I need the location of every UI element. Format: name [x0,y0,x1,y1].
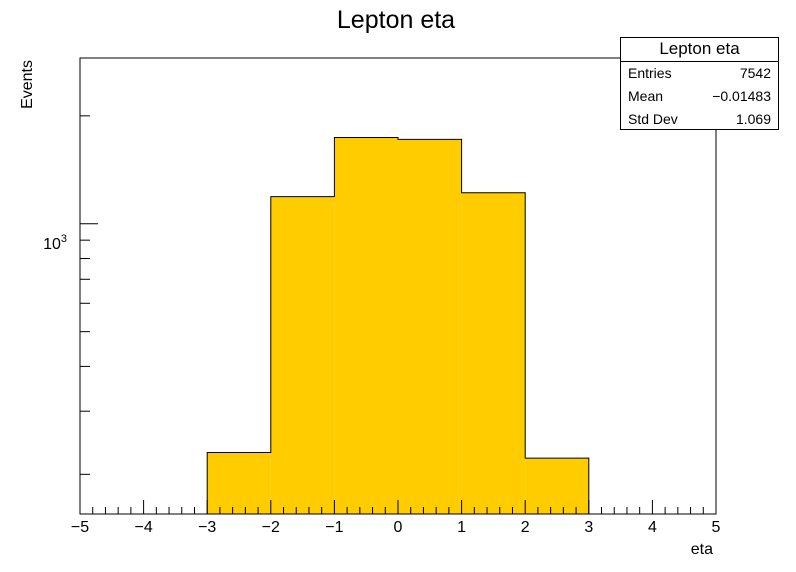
histogram-bars [206,137,590,514]
stats-label-entries: Entries [628,65,672,81]
x-axis-ticks [79,500,717,514]
stats-label-stddev: Std Dev [628,111,678,127]
x-tick-label: −3 [198,519,216,536]
histogram-bar [270,196,335,514]
x-axis-tick-labels: −5 −4 −3 −2 −1 0 1 2 3 4 5 [71,519,721,536]
stats-value-mean: −0.01483 [712,88,771,104]
histogram-bar [334,137,398,514]
stats-label-mean: Mean [628,88,664,104]
stats-title: Lepton eta [621,38,778,62]
histogram-bar [398,139,462,514]
x-tick-label: −2 [262,519,280,536]
stats-row-stddev: Std Dev 1.069 [621,108,778,131]
histogram-bar [461,192,526,514]
chart-title: Lepton eta [337,6,455,34]
stats-row-mean: Mean −0.01483 [621,85,778,108]
x-tick-label: −5 [71,519,89,536]
histogram-bar [525,458,589,514]
x-tick-label: −1 [325,519,343,536]
x-tick-label: 5 [712,519,721,536]
histogram-bar [207,452,271,514]
y-axis-label: Events [19,60,36,109]
histogram-outline [206,137,590,514]
y-axis-ticks [80,115,98,475]
x-axis-label: eta [691,541,713,558]
x-tick-label: 1 [457,519,466,536]
x-tick-label: 2 [521,519,530,536]
stats-value-stddev: 1.069 [735,111,771,127]
x-tick-label: 3 [584,519,593,536]
stats-box: Lepton eta Entries 7542 Mean −0.01483 St… [620,37,779,130]
x-tick-label: −4 [134,519,152,536]
stats-value-entries: 7542 [739,65,771,81]
y-tick-label-1000: 103 [43,233,67,253]
stats-row-entries: Entries 7542 [621,62,778,85]
x-tick-label: 4 [648,519,657,536]
x-tick-label: 0 [394,519,403,536]
